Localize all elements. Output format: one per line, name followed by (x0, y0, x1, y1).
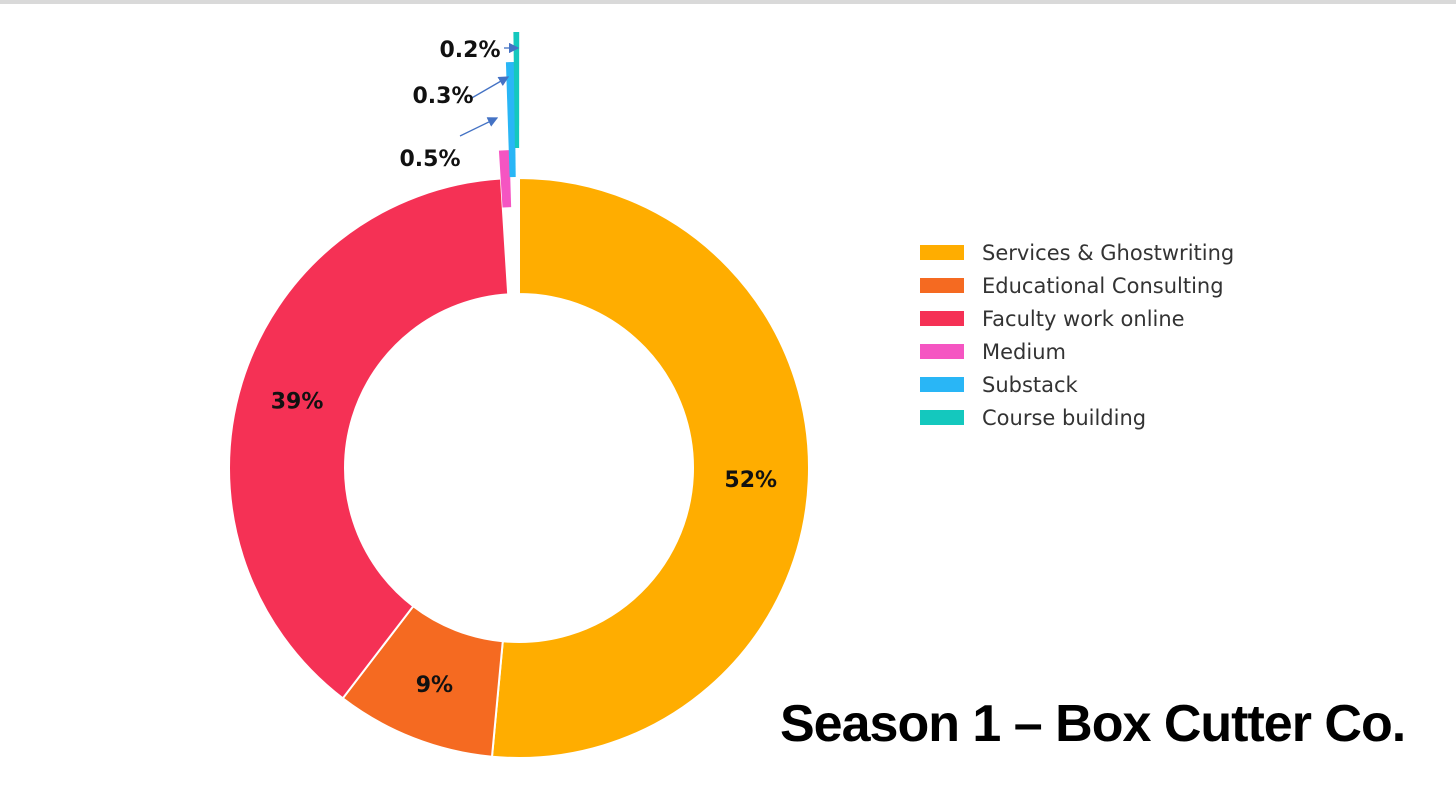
legend-swatch (920, 278, 964, 293)
legend-swatch (920, 245, 964, 260)
legend: Services & Ghostwriting Educational Cons… (920, 236, 1234, 434)
legend-label: Services & Ghostwriting (982, 240, 1235, 265)
legend-label: Course building (982, 405, 1147, 430)
legend-swatch (920, 410, 964, 425)
legend-item: Educational Consulting (920, 269, 1234, 302)
data-label-course-building: 0.2% (439, 38, 500, 63)
legend-swatch (920, 344, 964, 359)
slice-substack (505, 62, 516, 178)
legend-item: Services & Ghostwriting (920, 236, 1234, 269)
legend-label: Faculty work online (982, 306, 1185, 331)
data-label-educational-consulting: 9% (416, 673, 453, 698)
legend-label: Medium (982, 339, 1066, 364)
legend-item: Medium (920, 335, 1234, 368)
chart-title: Season 1 – Box Cutter Co. (780, 695, 1406, 753)
data-label-services-ghostwriting: 52% (724, 468, 777, 493)
data-label-substack: 0.3% (412, 84, 473, 109)
donut-chart: 52% 9% 39% 0.5% 0.3% 0.2% (228, 32, 810, 759)
slice-medium (498, 150, 512, 208)
slice-faculty-work-online (228, 177, 510, 700)
label-pointer-substack (469, 76, 510, 100)
data-label-faculty-work-online: 39% (271, 389, 324, 414)
slice-course-building (513, 32, 520, 149)
legend-swatch (920, 311, 964, 326)
legend-item: Faculty work online (920, 302, 1234, 335)
slice-services-ghostwriting (490, 176, 810, 759)
legend-swatch (920, 377, 964, 392)
data-label-medium: 0.5% (399, 147, 460, 172)
legend-item: Course building (920, 401, 1234, 434)
legend-label: Substack (982, 372, 1078, 397)
label-pointer-medium (459, 117, 499, 137)
legend-item: Substack (920, 368, 1234, 401)
legend-label: Educational Consulting (982, 273, 1224, 298)
